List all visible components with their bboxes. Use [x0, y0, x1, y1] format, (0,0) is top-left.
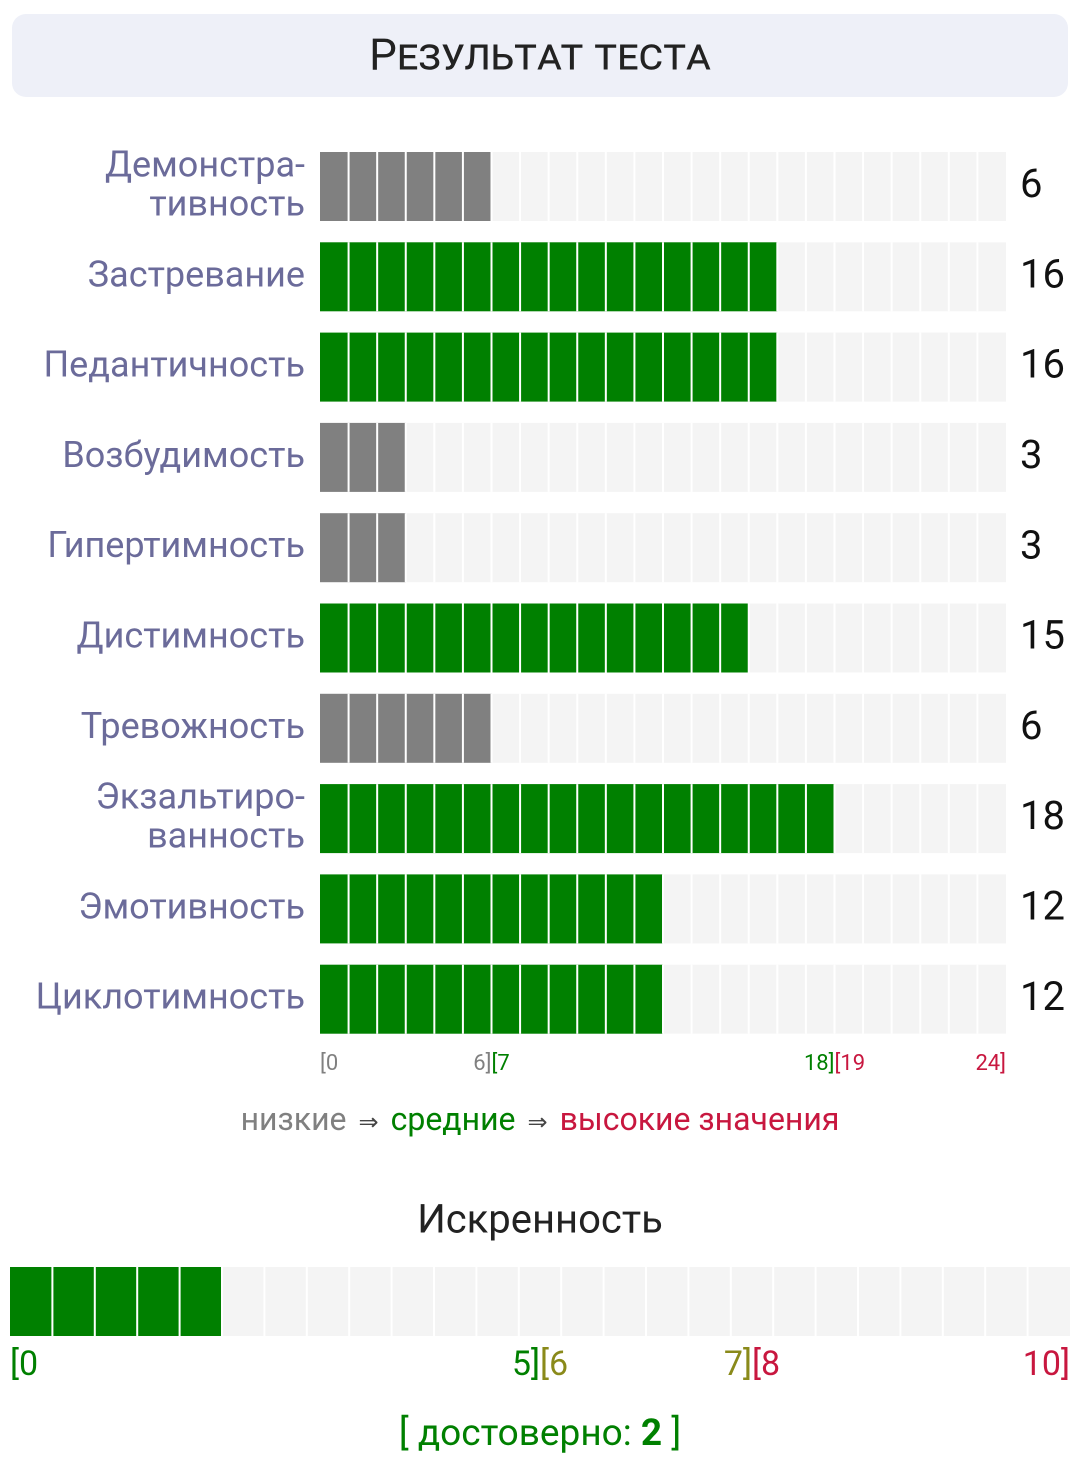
scale-tick-label: [6: [540, 1344, 568, 1384]
verdict-prefix: [ достоверно:: [398, 1412, 632, 1455]
scale-tick-label: [0: [10, 1344, 38, 1384]
scale-value: 6: [1020, 702, 1042, 749]
sincerity-bar: [10, 1267, 222, 1336]
scale-tick-label: 10]: [1023, 1344, 1070, 1384]
scale-value: 16: [1020, 250, 1065, 297]
scale-label: тивность: [149, 183, 305, 225]
scale-label: Возбудимость: [62, 434, 305, 476]
scale-tick-label: [0: [320, 1051, 338, 1076]
scale-tick-label: 7]: [724, 1344, 752, 1384]
legend-arrow: ⇒: [358, 1108, 379, 1136]
scale-tick-label: [7: [492, 1051, 510, 1076]
legend-arrow: ⇒: [527, 1108, 548, 1136]
scale-label: ванность: [147, 815, 305, 857]
scale-label: Эмотивность: [78, 885, 305, 927]
scale-label: Тревожность: [81, 705, 305, 747]
title-box: [12, 14, 1068, 97]
verdict-suffix: ]: [671, 1412, 682, 1455]
scale-tick-label: 5]: [512, 1344, 540, 1384]
scale-tick-label: [8: [752, 1344, 780, 1384]
scale-label: Дистимность: [77, 615, 305, 657]
bar: [320, 513, 406, 583]
verdict: [ достоверно: 2 ]: [0, 1412, 1080, 1455]
scale-value: 18: [1020, 792, 1065, 839]
scale-value: 12: [1020, 973, 1065, 1020]
scale-value: 12: [1020, 882, 1065, 929]
title: Результат теста: [369, 29, 711, 81]
scale-value: 15: [1020, 612, 1065, 659]
scale-tick-label: 24]: [975, 1051, 1006, 1076]
scale-label: Педантичность: [43, 344, 305, 386]
scale-value: 3: [1020, 431, 1042, 478]
bar: [320, 603, 749, 673]
legend-mid: средние: [390, 1100, 516, 1138]
scale-label: Застревание: [88, 253, 305, 295]
scale-label: Демонстра-: [105, 144, 305, 186]
sincerity-title: Искренность: [417, 1196, 663, 1243]
scale-tick-label: [19: [835, 1051, 866, 1076]
scale-label: Гипертимность: [47, 524, 305, 566]
scale-value: 6: [1020, 160, 1042, 207]
scale-label: Циклотимность: [36, 976, 305, 1018]
bar: [320, 422, 406, 492]
scale-label: Экзальтиро-: [95, 776, 305, 818]
scale-tick-label: 18]: [804, 1051, 835, 1076]
scale-value: 16: [1020, 341, 1065, 388]
scale-value: 3: [1020, 521, 1042, 568]
legend-low: низкие: [240, 1100, 347, 1138]
legend: низкие ⇒ средние ⇒ высокие значения: [0, 1100, 1080, 1138]
verdict-value: 2: [640, 1412, 663, 1455]
scale-tick-label: 6]: [473, 1051, 491, 1076]
legend-high: высокие значения: [559, 1100, 840, 1138]
